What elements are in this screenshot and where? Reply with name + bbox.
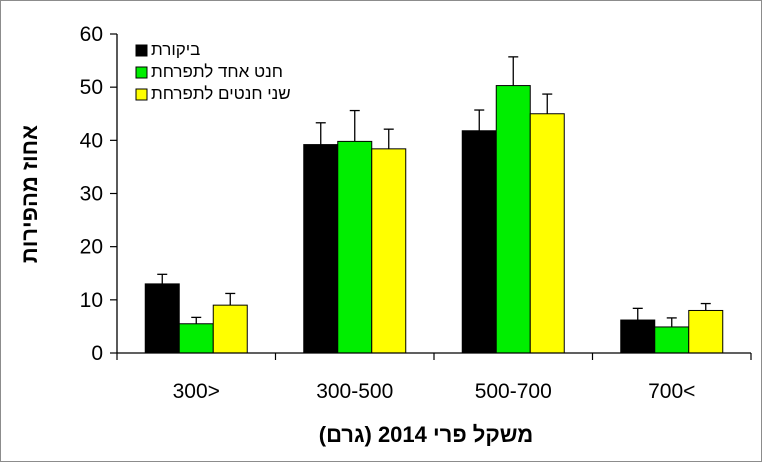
y-tick-label: 40 [80, 129, 103, 152]
bar [303, 144, 339, 354]
y-axis-title: אחוז מהפירות [17, 125, 42, 263]
legend-label: חנט אחד לתפרחת [151, 62, 283, 81]
axes [116, 34, 751, 354]
bar [529, 113, 565, 354]
y-ticks: 0 10 20 30 40 50 60 [80, 23, 117, 365]
y-tick-label: 10 [80, 289, 103, 312]
legend-swatch [135, 66, 148, 79]
bars [144, 85, 724, 354]
y-tick-label: 20 [80, 236, 103, 259]
bar [212, 304, 248, 354]
legend-label: שני חנטים לתפרחת [151, 84, 291, 103]
bar [688, 309, 724, 354]
x-tick-label: 500-700 [475, 380, 552, 403]
x-tick-label: 700< [648, 380, 695, 403]
bar [337, 140, 373, 354]
x-tick-label: 300> [173, 380, 220, 403]
y-tick-label: 50 [80, 76, 103, 99]
x-ticks: 300> 300-500 500-700 700< [116, 353, 752, 403]
bar [144, 283, 180, 354]
bar [620, 319, 656, 354]
bar [495, 85, 531, 354]
legend-swatch [135, 44, 148, 57]
x-axis-title: משקל פרי 2014 (גרם) [319, 422, 533, 447]
x-tick-label: 300-500 [316, 380, 393, 403]
y-tick-label: 30 [80, 183, 103, 206]
legend-swatch [135, 88, 148, 101]
legend: ביקורת חנט אחד לתפרחת שני חנטים לתפרחת [135, 40, 291, 103]
y-tick-label: 0 [91, 342, 103, 365]
bar [178, 323, 214, 354]
bar [654, 326, 690, 354]
error-bars [157, 56, 711, 327]
bar [461, 130, 497, 354]
legend-label: ביקורת [151, 40, 200, 59]
y-tick-label: 60 [80, 23, 103, 46]
bar [371, 148, 407, 354]
